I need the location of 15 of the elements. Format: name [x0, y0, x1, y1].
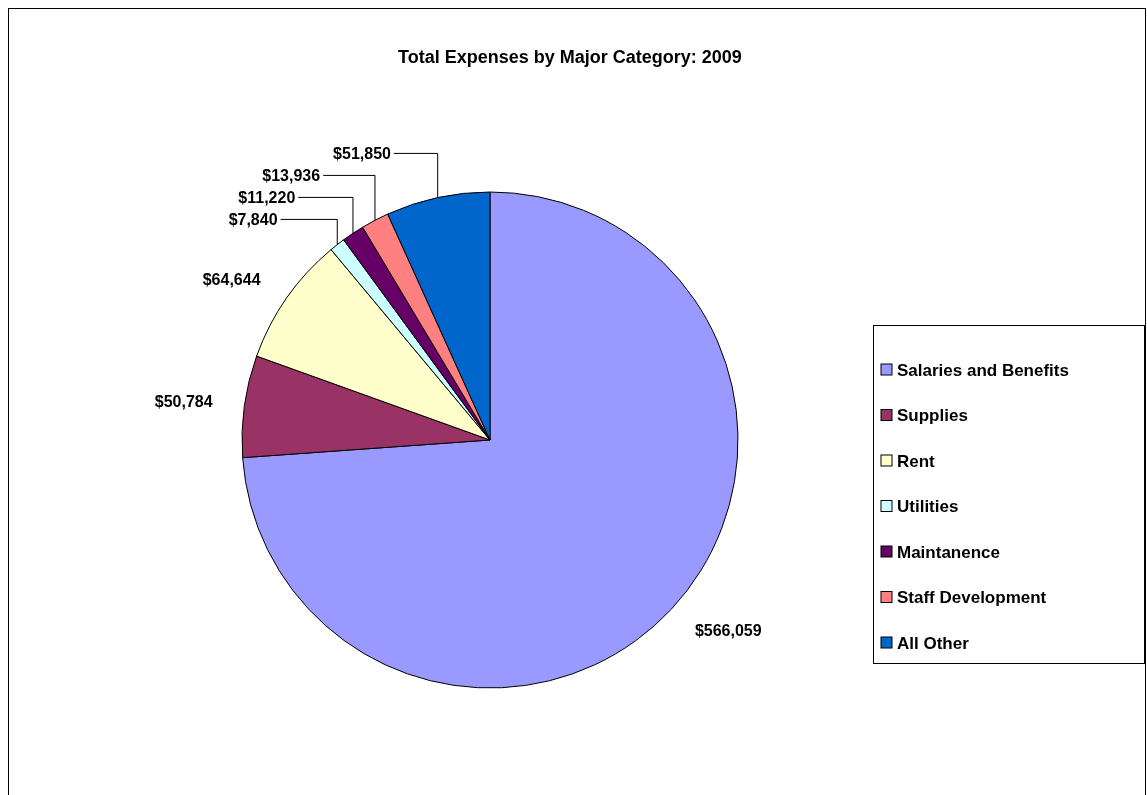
legend-label: Utilities: [897, 497, 959, 517]
data-label: $13,936: [262, 167, 321, 185]
legend-label: Salaries and Benefits: [897, 360, 1069, 380]
chart-title: Total Expenses by Major Category: 2009: [398, 47, 742, 67]
legend-label: Supplies: [897, 406, 968, 426]
data-label: $50,784: [154, 393, 213, 411]
data-label: $566,059: [694, 622, 762, 640]
legend-label: Maintanence: [897, 542, 1000, 562]
data-label: $51,850: [333, 145, 392, 163]
legend-label: Staff Development: [897, 588, 1047, 608]
data-label: $11,220: [238, 189, 296, 207]
legend-label: All Other: [897, 633, 970, 653]
data-label: $7,840: [228, 211, 278, 229]
data-label: $64,644: [202, 271, 261, 289]
legend-label: Rent: [897, 451, 936, 471]
